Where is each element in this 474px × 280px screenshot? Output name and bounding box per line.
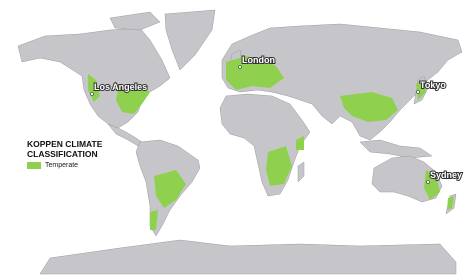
temperate-zone bbox=[296, 136, 304, 150]
greenland bbox=[164, 9, 216, 71]
city-marker bbox=[416, 90, 420, 94]
temperate-zone bbox=[424, 170, 440, 200]
city-label: Los Angeles bbox=[94, 82, 147, 92]
temperate-zone bbox=[226, 56, 284, 90]
arctic-islands bbox=[109, 11, 161, 31]
temperate-zone bbox=[116, 84, 150, 114]
madagascar bbox=[297, 161, 305, 183]
city-labels: Los Angeles London Tokyo Sydney bbox=[90, 54, 463, 184]
city-label: Sydney bbox=[430, 170, 462, 180]
city-marker bbox=[426, 180, 430, 184]
legend-swatch bbox=[27, 162, 41, 169]
temperate-zone bbox=[150, 210, 158, 230]
north-america bbox=[17, 27, 171, 129]
australia bbox=[371, 155, 443, 203]
eurasia bbox=[221, 23, 463, 141]
city-marker bbox=[90, 92, 94, 96]
indonesia bbox=[359, 139, 433, 159]
city-marker bbox=[238, 65, 242, 69]
antarctica bbox=[39, 239, 457, 275]
temperate-zone bbox=[154, 170, 186, 208]
city-label: London bbox=[242, 55, 275, 65]
legend: KOPPEN CLIMATE CLASSIFICATION Temperate bbox=[27, 139, 117, 169]
legend-item: Temperate bbox=[27, 162, 117, 169]
temperate-zone bbox=[266, 146, 292, 186]
legend-title: KOPPEN CLIMATE CLASSIFICATION bbox=[27, 139, 103, 159]
temperate-zone bbox=[447, 196, 454, 210]
temperate-zone bbox=[416, 80, 426, 100]
legend-label: Temperate bbox=[45, 162, 79, 169]
city-label: Tokyo bbox=[420, 80, 446, 90]
temperate-zone bbox=[340, 92, 398, 122]
